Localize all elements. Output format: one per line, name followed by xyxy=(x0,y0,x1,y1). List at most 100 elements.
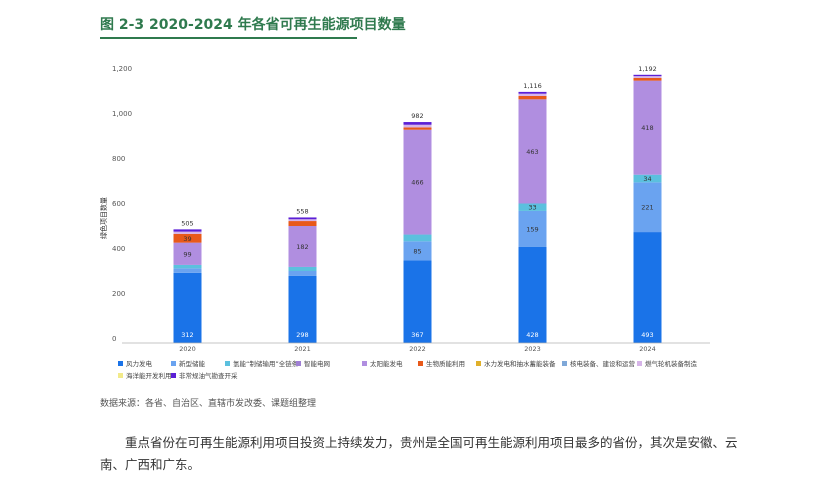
title-underline xyxy=(100,37,357,39)
data-label: 221 xyxy=(641,204,653,212)
data-label: 367 xyxy=(411,331,423,339)
total-label: 982 xyxy=(411,112,423,120)
y-tick-label: 200 xyxy=(112,290,125,298)
stacked-bar-chart: 0 200 400 600 800 1,000 1,200 绿色项目数量 312 99 39 505… xyxy=(99,65,710,380)
legend-label: 智能电网 xyxy=(304,359,330,368)
legend-label: 海洋能开发利用 xyxy=(126,371,172,380)
bar-segment xyxy=(403,129,432,235)
bar-segment xyxy=(518,93,547,96)
bars: 312 99 39 505 298 182 558 367 85 466 982 428 159 33 46… xyxy=(173,65,662,343)
legend-label: 新型储能 xyxy=(179,359,206,368)
data-label: 182 xyxy=(296,243,308,251)
bar-segment xyxy=(518,95,547,100)
bar-segment xyxy=(288,266,317,271)
y-tick-label: 800 xyxy=(112,155,125,163)
data-label: 493 xyxy=(641,331,653,339)
legend-label: 氢能“制储输用”全链条 xyxy=(233,359,299,368)
bar-segment xyxy=(633,76,662,78)
x-axis: 2020 2021 2022 2023 2024 xyxy=(122,342,710,353)
y-tick-label: 1,000 xyxy=(112,110,132,118)
data-label: 159 xyxy=(526,225,538,233)
x-tick-label: 2022 xyxy=(409,345,426,353)
legend-label: 生物质能利用 xyxy=(426,359,465,368)
bar-segment xyxy=(518,246,547,343)
bar-segment xyxy=(173,268,202,273)
bar-segment xyxy=(633,182,662,233)
x-tick-label: 2024 xyxy=(639,345,656,353)
legend-label: 燃气轮机装备制造 xyxy=(645,359,698,368)
data-label: 85 xyxy=(413,247,421,255)
bar-segment xyxy=(633,174,662,183)
legend-swatch xyxy=(296,361,301,366)
data-label: 463 xyxy=(526,148,538,156)
total-label: 1,192 xyxy=(638,65,657,73)
bar-segment xyxy=(633,232,662,343)
data-label: 428 xyxy=(526,331,538,339)
data-label: 33 xyxy=(528,204,536,212)
y-tick-label: 600 xyxy=(112,200,125,208)
bar-segment xyxy=(288,217,317,220)
legend-swatch xyxy=(562,361,567,366)
bar-segment xyxy=(288,275,317,343)
legend-swatch xyxy=(418,361,423,366)
legend-swatch xyxy=(118,361,123,366)
bar-segment xyxy=(403,234,432,242)
bar-segment xyxy=(518,210,547,247)
total-label: 558 xyxy=(296,207,308,215)
legend-swatch xyxy=(637,361,642,366)
bar-segment xyxy=(633,80,662,175)
bar-segment xyxy=(403,260,432,343)
bar-segment xyxy=(173,264,202,269)
bar-segment xyxy=(288,219,317,222)
data-label: 312 xyxy=(181,331,193,339)
legend-label: 非常规油气勘查开采 xyxy=(179,371,238,380)
legend-swatch xyxy=(171,373,176,378)
x-tick-label: 2023 xyxy=(524,345,541,353)
legend-label: 水力发电和抽水蓄能装备 xyxy=(484,359,556,368)
data-label: 99 xyxy=(183,250,191,258)
y-tick-label: 1,200 xyxy=(112,65,132,73)
legend-label: 风力发电 xyxy=(126,359,153,368)
legend-label: 核电装备、建设和运营 xyxy=(570,359,636,368)
data-label: 39 xyxy=(183,235,191,243)
bar-segment xyxy=(403,127,432,130)
data-label: 466 xyxy=(411,179,423,187)
bar-segment xyxy=(403,122,432,125)
bar-segment xyxy=(173,229,202,232)
y-axis-label: 绿色项目数量 xyxy=(99,197,108,239)
legend: 风力发电 新型储能 氢能“制储输用”全链条 智能电网 太阳能发电 生物质能利用 水力发电和抽… xyxy=(118,359,698,380)
bar-segment xyxy=(403,124,432,128)
y-tick-label: 0 xyxy=(112,335,116,343)
y-axis: 0 200 400 600 800 1,000 1,200 绿色项目数量 xyxy=(99,65,132,343)
legend-swatch xyxy=(476,361,481,366)
bar-segment xyxy=(288,271,317,276)
total-label: 1,116 xyxy=(523,82,542,90)
bar-segment xyxy=(173,233,202,243)
x-tick-label: 2021 xyxy=(294,345,311,353)
total-label: 505 xyxy=(181,219,193,227)
bar-segment xyxy=(173,231,202,234)
body-paragraph: 重点省份在可再生能源利用项目投资上持续发力，贵州是全国可再生能源利用项目最多的省… xyxy=(100,435,738,472)
figure-title: 图 2-3 2020-2024 年各省可再生能源项目数量 xyxy=(100,17,406,33)
y-tick-label: 400 xyxy=(112,245,125,253)
legend-label: 太阳能发电 xyxy=(370,359,403,368)
legend-swatch xyxy=(118,373,123,378)
bar-segment xyxy=(633,74,662,77)
data-source-note: 数据来源：各省、自治区、直辖市发改委、课题组整理 xyxy=(100,399,317,409)
legend-swatch xyxy=(171,361,176,366)
data-label: 34 xyxy=(643,175,651,183)
bar-segment xyxy=(288,221,317,226)
bar-segment xyxy=(633,77,662,81)
bar-segment xyxy=(518,91,547,94)
x-tick-label: 2020 xyxy=(179,345,196,353)
bar-segment xyxy=(403,241,432,261)
bar-segment xyxy=(288,226,317,267)
legend-swatch xyxy=(362,361,367,366)
bar-segment xyxy=(173,272,202,343)
legend-swatch xyxy=(225,361,230,366)
bar-segment xyxy=(518,203,547,211)
bar-segment xyxy=(518,99,547,204)
bar-segment xyxy=(173,242,202,265)
data-label: 418 xyxy=(641,124,653,132)
data-label: 298 xyxy=(296,331,308,339)
